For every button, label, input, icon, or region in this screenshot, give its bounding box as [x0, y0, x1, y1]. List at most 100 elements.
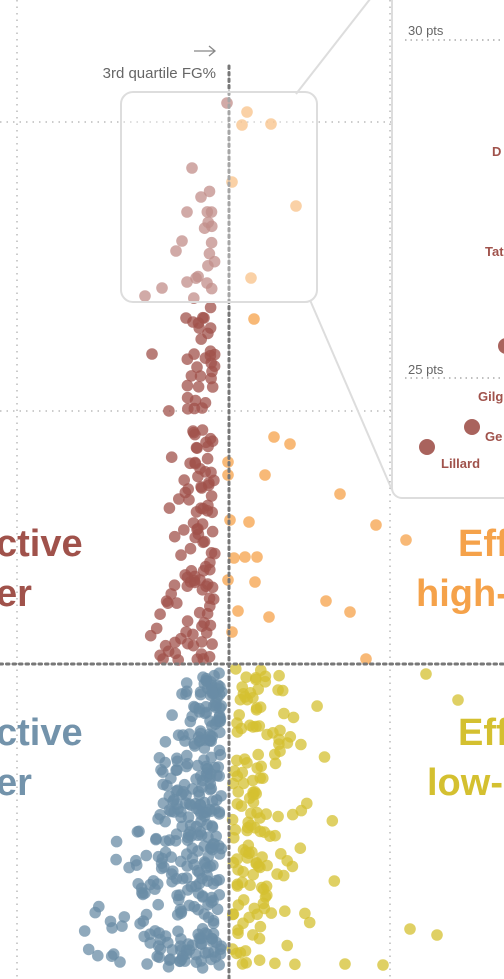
data-point	[140, 849, 153, 862]
data-point	[192, 270, 204, 283]
data-point	[206, 638, 218, 650]
data-point	[187, 425, 199, 437]
data-point	[191, 361, 203, 373]
data-point	[168, 579, 181, 591]
data-point	[165, 772, 177, 785]
data-point	[183, 798, 196, 810]
data-point	[178, 474, 190, 486]
data-point	[290, 200, 302, 212]
data-point	[182, 811, 195, 823]
inset-point-lillard	[419, 439, 435, 455]
data-point	[181, 580, 194, 592]
data-point	[181, 276, 193, 288]
data-point	[196, 402, 208, 414]
data-point	[201, 277, 213, 289]
data-point	[123, 861, 135, 874]
data-point	[180, 677, 193, 689]
data-point	[258, 826, 271, 838]
data-point	[209, 951, 222, 963]
data-point	[179, 486, 192, 499]
data-point	[172, 893, 185, 906]
data-point	[257, 897, 270, 910]
data-point	[163, 804, 176, 816]
data-point	[173, 955, 186, 968]
data-point	[259, 469, 271, 481]
data-point	[152, 898, 164, 911]
data-point	[232, 605, 244, 617]
data-point	[203, 185, 216, 198]
data-point	[197, 502, 209, 515]
data-point	[228, 552, 240, 564]
quadrant-lower-right-line1: Eff	[458, 712, 504, 754]
data-point	[169, 636, 181, 649]
data-point	[269, 957, 281, 970]
data-point	[202, 260, 214, 272]
data-point	[191, 653, 204, 665]
quadrant-upper-left-line2: er	[0, 573, 32, 615]
data-point	[273, 669, 285, 682]
inset-label-gilg: Gilg	[478, 389, 503, 404]
data-point	[234, 693, 247, 706]
data-point	[162, 597, 174, 609]
data-point	[194, 725, 207, 737]
data-point	[150, 833, 162, 846]
data-point	[213, 808, 226, 820]
data-point	[241, 106, 253, 118]
data-point	[199, 560, 212, 573]
data-point	[169, 835, 182, 847]
data-point	[196, 620, 208, 632]
data-point	[191, 523, 203, 536]
data-point	[199, 734, 211, 746]
data-point	[265, 907, 278, 919]
data-point	[248, 313, 260, 325]
data-point	[93, 900, 105, 913]
data-point	[232, 927, 244, 940]
data-point	[182, 403, 194, 415]
data-point	[118, 911, 131, 923]
data-point	[176, 235, 188, 247]
data-point	[420, 668, 432, 680]
data-point	[187, 628, 199, 641]
inset-tick-25: 25 pts	[408, 362, 444, 377]
data-point	[151, 950, 163, 963]
data-point	[326, 815, 339, 827]
data-point	[110, 835, 123, 848]
data-point	[243, 792, 256, 804]
data-point	[256, 851, 268, 863]
data-point	[181, 206, 193, 218]
data-point	[281, 855, 294, 867]
data-point	[235, 722, 248, 735]
data-point	[166, 944, 179, 956]
inset-point-partial	[498, 338, 504, 354]
data-point	[268, 431, 280, 443]
data-point	[189, 570, 201, 583]
data-point	[272, 684, 284, 696]
data-point	[184, 457, 196, 470]
threshold-label: 3rd quartile FG%	[103, 65, 216, 82]
data-point	[181, 391, 194, 404]
data-point	[181, 353, 194, 366]
data-point	[204, 432, 217, 445]
data-point	[246, 846, 258, 858]
data-point	[82, 943, 95, 956]
inset-label-tat: Tat	[485, 244, 504, 259]
arrow-right-icon	[194, 45, 217, 57]
data-point	[194, 370, 207, 382]
data-point	[203, 247, 216, 260]
data-point	[195, 191, 207, 203]
data-point	[254, 920, 267, 933]
inset-tick-30: 30 pts	[408, 23, 444, 38]
data-point	[250, 672, 262, 684]
data-point	[193, 702, 205, 715]
data-point	[238, 753, 251, 765]
data-point	[236, 119, 248, 131]
data-point	[163, 502, 176, 514]
data-point	[210, 699, 222, 711]
data-point	[172, 729, 185, 741]
data-point	[183, 728, 196, 740]
data-point	[164, 953, 177, 965]
data-point	[131, 826, 144, 838]
data-point	[192, 470, 204, 483]
data-point	[287, 711, 300, 724]
